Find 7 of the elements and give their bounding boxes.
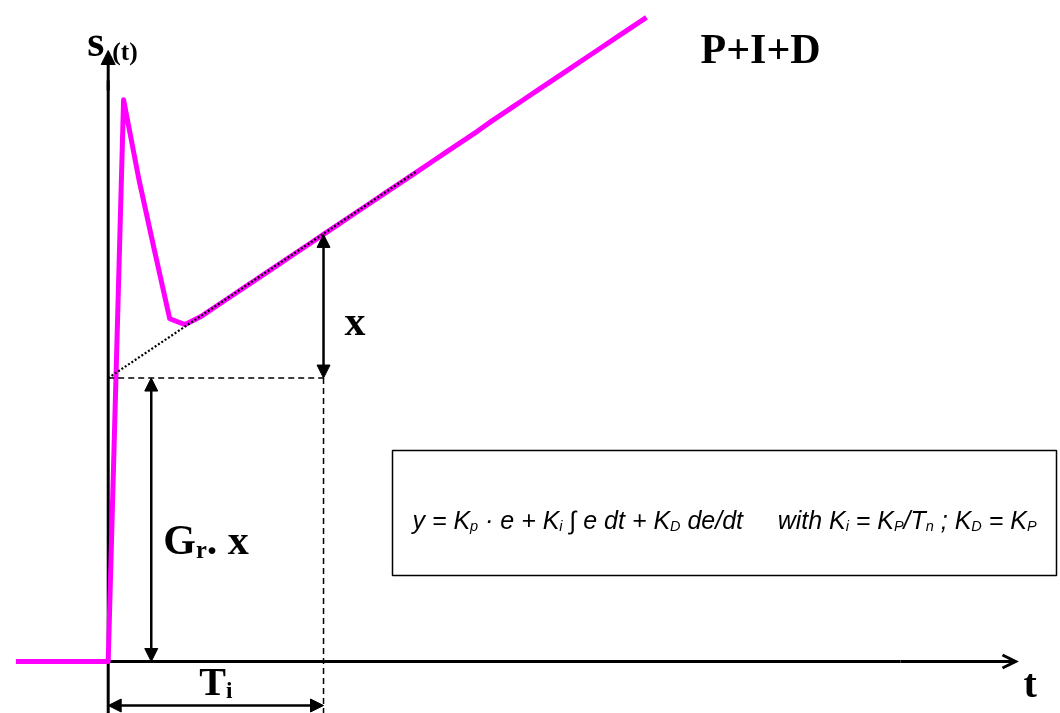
y-axis-title: s(t) xyxy=(87,17,138,66)
text: y = Kp · e + Ki ∫ e dt + KD de/dt with Ki = KP/Tn ; KD = KP xyxy=(412,506,1037,535)
annotation: Gr. x xyxy=(163,516,249,563)
annotation: Ti xyxy=(199,659,233,704)
text: t xyxy=(1023,661,1038,706)
series-label: P+I+D xyxy=(700,26,821,73)
annotation: x xyxy=(344,298,366,345)
